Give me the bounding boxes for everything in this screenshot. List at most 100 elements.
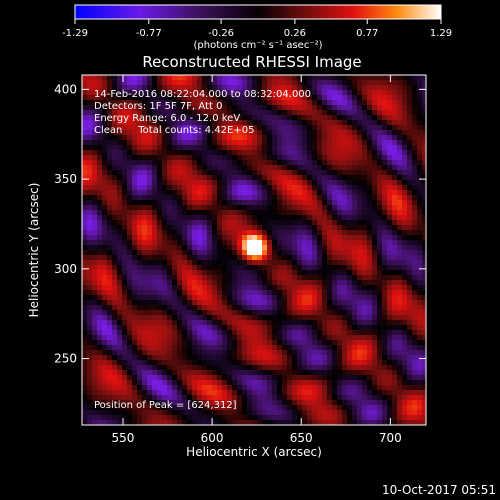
heatmap-cell — [122, 85, 128, 91]
heatmap-cell — [102, 230, 108, 236]
heatmap-cell — [182, 285, 188, 291]
heatmap-cell — [112, 360, 118, 366]
heatmap-cell — [397, 405, 403, 411]
heatmap-cell — [162, 140, 168, 146]
heatmap-cell — [147, 250, 153, 256]
heatmap-cell — [377, 75, 383, 81]
heatmap-cell — [302, 295, 308, 301]
heatmap-cell — [207, 180, 213, 186]
heatmap-cell — [342, 320, 348, 326]
heatmap-cell — [87, 215, 93, 221]
heatmap-cell — [202, 80, 208, 86]
heatmap-cell — [302, 300, 308, 306]
heatmap-cell — [352, 255, 358, 261]
heatmap-cell — [197, 185, 203, 191]
heatmap-cell — [197, 400, 203, 406]
heatmap-cell — [337, 345, 343, 351]
heatmap-cell — [297, 410, 303, 416]
heatmap-cell — [172, 285, 178, 291]
heatmap-cell — [82, 390, 88, 396]
heatmap-cell — [167, 380, 173, 386]
heatmap-cell — [312, 320, 318, 326]
heatmap-cell — [392, 185, 398, 191]
heatmap-cell — [252, 85, 258, 91]
heatmap-cell — [332, 325, 338, 331]
heatmap-cell — [347, 335, 353, 341]
heatmap-cell — [222, 80, 228, 86]
heatmap-cell — [232, 175, 238, 181]
heatmap-cell — [172, 295, 178, 301]
heatmap-cell — [342, 160, 348, 166]
heatmap-cell — [152, 285, 158, 291]
heatmap-cell — [387, 310, 393, 316]
heatmap-cell — [357, 310, 363, 316]
heatmap-cell — [262, 120, 268, 126]
heatmap-cell — [352, 280, 358, 286]
heatmap-cell — [107, 280, 113, 286]
heatmap-cell — [162, 235, 168, 241]
heatmap-cell — [357, 390, 363, 396]
heatmap-cell — [367, 140, 373, 146]
heatmap-cell — [87, 320, 93, 326]
heatmap-cell — [277, 360, 283, 366]
heatmap-cell — [392, 100, 398, 106]
heatmap-cell — [117, 270, 123, 276]
heatmap-cell — [377, 115, 383, 121]
heatmap-cell — [397, 200, 403, 206]
heatmap-cell — [182, 180, 188, 186]
heatmap-cell — [137, 390, 143, 396]
heatmap-cell — [277, 330, 283, 336]
heatmap-cell — [237, 255, 243, 261]
heatmap-cell — [187, 145, 193, 151]
heatmap-cell — [112, 320, 118, 326]
heatmap-cell — [82, 185, 88, 191]
heatmap-cell — [382, 130, 388, 136]
heatmap-cell — [287, 90, 293, 96]
heatmap-cell — [337, 170, 343, 176]
heatmap-cell — [187, 100, 193, 106]
heatmap-cell — [337, 250, 343, 256]
heatmap-cell — [312, 130, 318, 136]
heatmap-cell — [352, 210, 358, 216]
heatmap-cell — [272, 295, 278, 301]
heatmap-cell — [417, 420, 423, 425]
heatmap-cell — [417, 175, 423, 181]
heatmap-cell — [352, 155, 358, 161]
heatmap-cell — [337, 165, 343, 171]
heatmap-cell — [307, 115, 313, 121]
heatmap-cell — [157, 245, 163, 251]
heatmap-cell — [142, 155, 148, 161]
heatmap-cell — [277, 95, 283, 101]
heatmap-cell — [107, 285, 113, 291]
heatmap-cell — [372, 370, 378, 376]
heatmap-cell — [347, 405, 353, 411]
heatmap-cell — [157, 285, 163, 291]
heatmap-cell — [212, 400, 218, 406]
heatmap-cell — [242, 325, 248, 331]
heatmap-cell — [252, 145, 258, 151]
heatmap-cell — [327, 165, 333, 171]
heatmap-cell — [217, 370, 223, 376]
heatmap-cell — [272, 390, 278, 396]
heatmap-cell — [167, 165, 173, 171]
heatmap-cell — [222, 375, 228, 381]
heatmap-cell — [122, 260, 128, 266]
heatmap-cell — [187, 190, 193, 196]
heatmap-cell — [372, 185, 378, 191]
heatmap-cell — [162, 400, 168, 406]
heatmap-cell — [262, 315, 268, 321]
heatmap-cell — [112, 405, 118, 411]
heatmap-cell — [297, 145, 303, 151]
heatmap-cell — [312, 270, 318, 276]
heatmap-cell — [172, 330, 178, 336]
heatmap-cell — [207, 355, 213, 361]
heatmap-cell — [172, 310, 178, 316]
heatmap-cell — [202, 150, 208, 156]
heatmap-cell — [277, 210, 283, 216]
heatmap-cell — [257, 330, 263, 336]
heatmap-cell — [342, 165, 348, 171]
heatmap-cell — [342, 185, 348, 191]
heatmap-cell — [287, 75, 293, 81]
heatmap-cell — [227, 350, 233, 356]
heatmap-cell — [327, 420, 333, 425]
